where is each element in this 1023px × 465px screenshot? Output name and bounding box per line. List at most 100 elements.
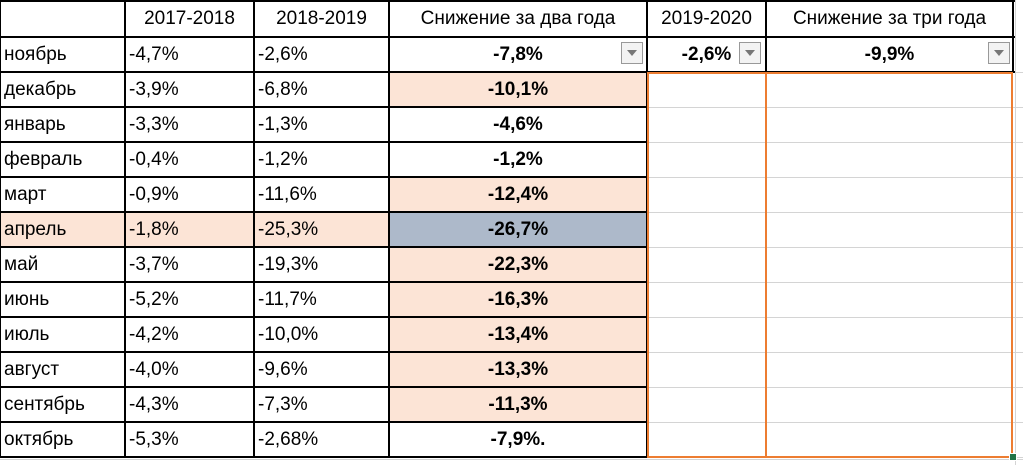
value-cell[interactable]: -3,3% — [129, 113, 179, 135]
month-cell[interactable]: март — [4, 183, 47, 205]
value-cell[interactable]: -10,0% — [258, 323, 319, 345]
column-header[interactable] — [0, 0, 125, 37]
chevron-down-icon — [994, 50, 1004, 56]
border — [124, 0, 126, 458]
value-cell[interactable] — [647, 247, 766, 282]
value-cell[interactable]: -2,6% — [258, 43, 308, 65]
value-cell[interactable]: -19,3% — [258, 253, 319, 275]
filter-dropdown-button[interactable] — [739, 42, 761, 64]
border — [0, 211, 648, 213]
value-cell[interactable]: -4,6% — [493, 113, 543, 135]
month-cell[interactable]: август — [4, 358, 60, 380]
gridline — [647, 352, 1023, 353]
fill-handle[interactable] — [1009, 453, 1017, 461]
month-cell[interactable]: февраль — [4, 148, 83, 170]
value-cell[interactable]: -25,3% — [254, 212, 389, 247]
month-cell[interactable]: октябрь — [4, 428, 74, 450]
value-cell[interactable]: -13,4% — [389, 317, 647, 352]
border — [0, 456, 648, 458]
value-cell[interactable]: -9,6% — [258, 358, 308, 380]
value-cell[interactable] — [647, 212, 766, 247]
gridline — [647, 142, 1023, 143]
value-cell[interactable] — [766, 177, 1013, 212]
value-cell[interactable] — [766, 317, 1013, 352]
value-cell[interactable]: -16,3% — [389, 282, 647, 317]
value-cell[interactable]: -1,2% — [258, 148, 308, 170]
value-cell[interactable]: -1,3% — [258, 113, 308, 135]
month-cell[interactable]: ноябрь — [4, 43, 67, 65]
column-header[interactable]: Снижение за три года — [792, 7, 987, 29]
filter-dropdown-button[interactable] — [621, 42, 643, 64]
column-header[interactable]: 2019-2020 — [661, 7, 752, 29]
month-cell[interactable]: январь — [4, 113, 66, 135]
value-cell[interactable] — [647, 317, 766, 352]
value-cell[interactable] — [647, 387, 766, 422]
value-cell[interactable]: -5,3% — [129, 428, 179, 450]
value-cell[interactable]: -3,7% — [129, 253, 179, 275]
value-cell[interactable] — [766, 247, 1013, 282]
border — [0, 0, 1, 458]
value-cell[interactable] — [766, 282, 1013, 317]
month-cell[interactable]: июль — [4, 323, 50, 345]
value-cell[interactable]: -10,1% — [389, 72, 647, 107]
value-cell[interactable] — [766, 142, 1013, 177]
value-cell[interactable]: -0,4% — [129, 148, 179, 170]
value-cell[interactable]: -4,0% — [129, 358, 179, 380]
month-cell[interactable]: апрель — [0, 212, 125, 247]
month-cell[interactable]: май — [4, 253, 39, 275]
gridline — [0, 459, 1023, 460]
value-cell[interactable]: -7,9%. — [490, 428, 546, 450]
value-cell[interactable]: -2,6% — [681, 43, 732, 65]
value-cell[interactable] — [766, 107, 1013, 142]
value-cell[interactable] — [766, 212, 1013, 247]
value-cell[interactable] — [647, 107, 766, 142]
value-cell[interactable]: -12,4% — [389, 177, 647, 212]
value-cell[interactable] — [647, 422, 766, 457]
value-cell[interactable]: -2,68% — [258, 428, 319, 450]
border — [253, 0, 255, 458]
gridline — [647, 282, 1023, 283]
column-header[interactable]: 2017-2018 — [144, 7, 235, 29]
value-cell[interactable]: -9,9% — [864, 43, 915, 65]
value-cell[interactable]: -11,3% — [389, 387, 647, 422]
value-cell[interactable] — [766, 72, 1013, 107]
chevron-down-icon — [627, 50, 637, 56]
value-cell[interactable]: -1,2% — [493, 148, 543, 170]
value-cell[interactable]: -7,3% — [258, 393, 308, 415]
border — [0, 141, 648, 143]
column-header[interactable]: 2018-2019 — [276, 7, 367, 29]
value-cell[interactable]: -5,2% — [129, 288, 179, 310]
value-cell[interactable] — [766, 352, 1013, 387]
value-cell[interactable] — [647, 72, 766, 107]
value-cell[interactable]: -11,6% — [258, 183, 317, 205]
column-header[interactable]: Снижение за два года — [420, 7, 616, 29]
value-cell[interactable] — [647, 177, 766, 212]
value-cell[interactable] — [647, 142, 766, 177]
value-cell[interactable]: -6,8% — [258, 78, 308, 100]
border — [0, 36, 1015, 38]
value-cell[interactable]: -4,7% — [129, 43, 179, 65]
value-cell[interactable]: -13,3% — [389, 352, 647, 387]
gridline — [647, 177, 1023, 178]
month-cell[interactable]: декабрь — [4, 78, 77, 100]
value-cell[interactable]: -7,8% — [493, 43, 543, 65]
value-cell[interactable]: -3,9% — [129, 78, 179, 100]
month-cell[interactable]: июнь — [4, 288, 50, 310]
value-cell[interactable]: -4,2% — [129, 323, 179, 345]
value-cell[interactable]: -0,9% — [129, 183, 179, 205]
value-cell[interactable]: -26,7% — [389, 212, 647, 247]
value-cell[interactable]: -1,8% — [125, 212, 254, 247]
month-cell[interactable]: сентябрь — [4, 393, 85, 415]
filter-dropdown-button[interactable] — [988, 42, 1010, 64]
value-cell[interactable] — [647, 352, 766, 387]
border — [388, 0, 390, 458]
border — [0, 281, 648, 283]
value-cell[interactable] — [766, 387, 1013, 422]
value-cell[interactable] — [647, 282, 766, 317]
chevron-down-icon — [745, 50, 755, 56]
value-cell[interactable]: -4,3% — [129, 393, 179, 415]
value-cell[interactable]: -11,7% — [258, 288, 317, 310]
value-cell[interactable]: -22,3% — [389, 247, 647, 282]
value-cell[interactable] — [766, 422, 1013, 457]
